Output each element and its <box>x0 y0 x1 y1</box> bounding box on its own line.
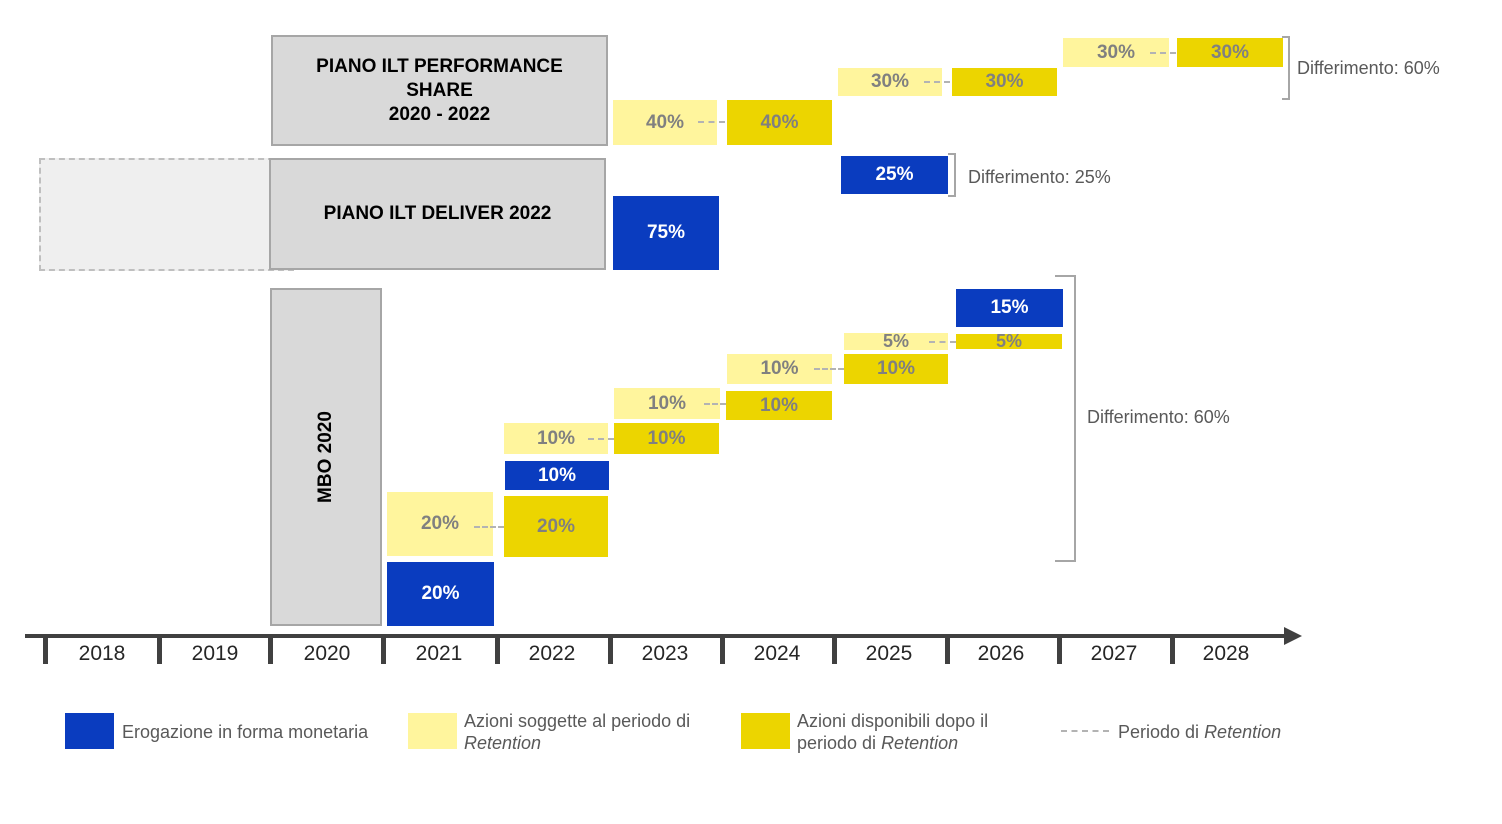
year-label-2021: 2021 <box>415 642 463 665</box>
legend-retention-swatch <box>408 713 457 749</box>
ps-deferral-note: Differimento: 60% <box>1297 58 1440 78</box>
legend-period-dash <box>1061 730 1109 732</box>
ps-2024-available-block: 40% <box>727 100 832 145</box>
mbo-deferral-note: Differimento: 60% <box>1087 407 1230 427</box>
year-label-2028: 2028 <box>1202 642 1250 665</box>
timeline-axis <box>25 634 1287 638</box>
mbo-2021-monetary-block: 20% <box>387 562 494 626</box>
ps-2027-retention-dash <box>1150 52 1196 54</box>
legend-monetary-swatch <box>65 713 114 749</box>
timeline-tick <box>495 638 500 664</box>
timeline-tick <box>945 638 950 664</box>
legend-available-line1: Azioni disponibili dopo il <box>797 711 989 731</box>
mbo-2025-available-block: 10% <box>844 354 948 384</box>
deliver-plan-background <box>39 158 294 271</box>
year-label-2027: 2027 <box>1090 642 1138 665</box>
ps-2025-retention-dash <box>924 81 970 83</box>
mbo-2023-available-block: 10% <box>614 423 719 454</box>
mbo-2022-retention-dash <box>588 438 614 440</box>
legend-period-prefix: Periodo di <box>1118 722 1205 742</box>
year-label-2020: 2020 <box>303 642 351 665</box>
ps-2025-retention-block: 30% <box>838 68 942 96</box>
year-label-2026: 2026 <box>977 642 1025 665</box>
legend-period-italic: Retention <box>1204 722 1282 742</box>
mbo-plan-box: MBO 2020 <box>270 288 382 626</box>
year-label-2019: 2019 <box>191 642 239 665</box>
deliver-plan-box: PIANO ILT DELIVER 2022 <box>269 158 606 270</box>
performance-share-title-line2: SHARE <box>406 79 473 101</box>
year-label-2025: 2025 <box>865 642 913 665</box>
deliver-deferral-bracket <box>948 153 956 197</box>
deliver-2023-monetary-block: 75% <box>613 196 719 270</box>
mbo-2023-retention-block: 10% <box>614 388 720 419</box>
mbo-2024-retention-dash <box>814 368 844 370</box>
timeline-tick <box>832 638 837 664</box>
timeline-arrow-icon <box>1284 627 1302 645</box>
performance-share-title-line3: 2020 - 2022 <box>388 103 491 125</box>
legend-period-label: Periodo di Retention <box>1118 721 1281 743</box>
ps-2026-available-block: 30% <box>952 68 1057 96</box>
year-label-2018: 2018 <box>78 642 126 665</box>
timeline-tick <box>381 638 386 664</box>
ps-2023-retention-dash <box>698 121 746 123</box>
ps-2028-available-block: 30% <box>1177 38 1283 67</box>
timeline-tick <box>157 638 162 664</box>
ps-deferral-bracket <box>1282 36 1290 100</box>
legend-retention-label: Azioni soggette al periodo di Retention <box>464 710 690 754</box>
timeline-tick <box>720 638 725 664</box>
mbo-2026-available-block: 5% <box>956 331 1062 351</box>
legend-available-swatch <box>741 713 790 749</box>
mbo-2022-available-block: 20% <box>504 496 608 557</box>
mbo-2021-retention-dash <box>474 526 504 528</box>
timeline-tick <box>1057 638 1062 664</box>
legend-available-line2-prefix: periodo di <box>797 733 882 753</box>
legend-retention-line2: Retention <box>464 733 542 753</box>
timeline-tick <box>1170 638 1175 664</box>
performance-share-title-line1: PIANO ILT PERFORMANCE <box>316 55 563 77</box>
mbo-2026-monetary-block: 15% <box>956 289 1063 327</box>
year-label-2022: 2022 <box>528 642 576 665</box>
mbo-2025-retention-block: 5% <box>844 331 948 351</box>
timeline-tick <box>268 638 273 664</box>
legend-retention-line1: Azioni soggette al periodo di <box>464 711 691 731</box>
deliver-2025-monetary-block: 25% <box>841 156 948 194</box>
legend-monetary-label: Erogazione in forma monetaria <box>122 722 369 742</box>
legend-available-label: Azioni disponibili dopo il periodo di Re… <box>797 710 988 754</box>
deliver-plan-title: PIANO ILT DELIVER 2022 <box>323 203 552 224</box>
deliver-deferral-note: Differimento: 25% <box>968 167 1111 187</box>
mbo-2025-retention-dash <box>929 341 956 343</box>
timeline-tick <box>608 638 613 664</box>
legend-available-line2-italic: Retention <box>881 733 959 753</box>
timeline-tick <box>43 638 48 664</box>
mbo-2022-monetary-block: 10% <box>505 461 609 490</box>
mbo-deferral-bracket <box>1055 275 1076 562</box>
mbo-plan-title: MBO 2020 <box>315 411 336 503</box>
year-label-2024: 2024 <box>753 642 801 665</box>
mbo-2024-available-block: 10% <box>726 391 832 420</box>
year-label-2023: 2023 <box>641 642 689 665</box>
mbo-2023-retention-dash <box>704 403 726 405</box>
performance-share-plan-box: PIANO ILT PERFORMANCE SHARE 2020 - 2022 <box>271 35 608 146</box>
mbo-2021-retention-block: 20% <box>387 492 493 556</box>
